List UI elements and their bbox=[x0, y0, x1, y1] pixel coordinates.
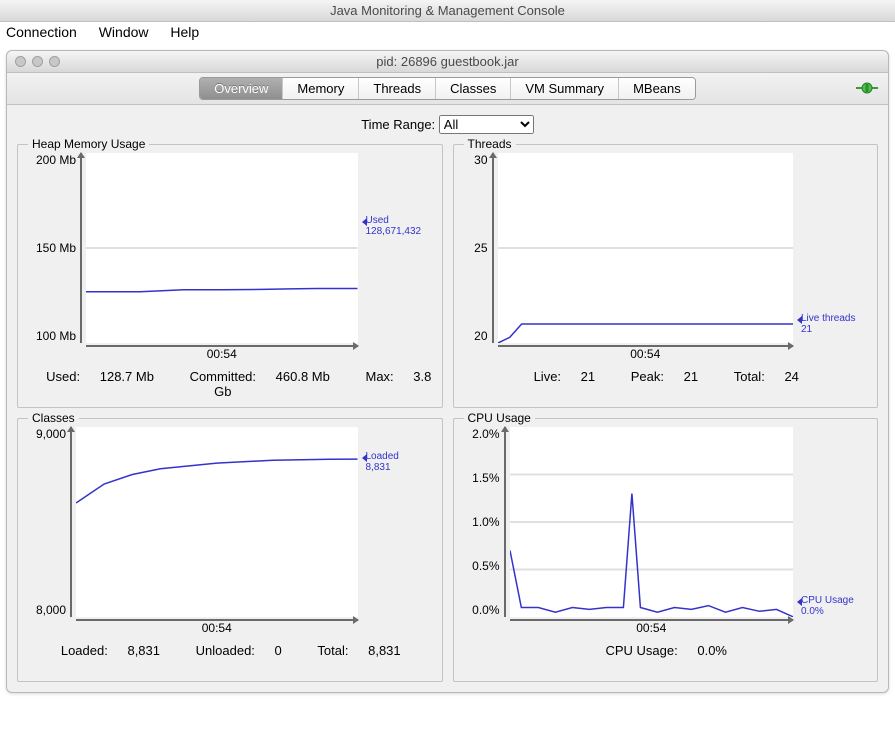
time-range-label: Time Range: bbox=[361, 117, 435, 132]
classes-panel-title: Classes bbox=[28, 411, 79, 425]
connection-window: pid: 26896 guestbook.jar Overview Memory… bbox=[6, 50, 889, 693]
window-minimize-button[interactable] bbox=[32, 56, 43, 67]
heap-legend-value: 128,671,432 bbox=[366, 226, 434, 237]
heap-legend: Used 128,671,432 bbox=[362, 153, 434, 343]
heap-summary: Used: 128.7 Mb Committed: 460.8 Mb Max: … bbox=[28, 361, 434, 399]
classes-legend: Loaded 8,831 bbox=[362, 427, 434, 617]
threads-legend: Live threads 21 bbox=[797, 153, 869, 343]
heap-x-axis: 00:54 bbox=[86, 345, 358, 361]
window-close-button[interactable] bbox=[15, 56, 26, 67]
cpu-legend: CPU Usage 0.0% bbox=[797, 427, 869, 617]
threads-panel-title: Threads bbox=[464, 137, 516, 151]
cpu-panel: CPU Usage 2.0%1.5%1.0%0.5%0.0% bbox=[453, 418, 879, 682]
menu-window[interactable]: Window bbox=[99, 24, 149, 40]
classes-x-axis: 00:54 bbox=[76, 619, 358, 635]
heap-legend-name: Used bbox=[366, 215, 434, 226]
threads-panel: Threads 302520 Live threads 2 bbox=[453, 144, 879, 408]
threads-y-axis: 302520 bbox=[464, 153, 494, 343]
cpu-y-axis: 2.0%1.5%1.0%0.5%0.0% bbox=[464, 427, 506, 617]
threads-legend-value: 21 bbox=[801, 324, 869, 335]
tabbar: Overview Memory Threads Classes VM Summa… bbox=[7, 73, 888, 105]
heap-y-axis: 200 Mb150 Mb100 Mb bbox=[28, 153, 82, 343]
tab-threads[interactable]: Threads bbox=[359, 78, 436, 99]
classes-y-axis: 9,0008,000 bbox=[28, 427, 72, 617]
tab-memory[interactable]: Memory bbox=[283, 78, 359, 99]
menubar: Connection Window Help bbox=[0, 22, 895, 44]
threads-x-axis: 00:54 bbox=[498, 345, 794, 361]
window-title: pid: 26896 guestbook.jar bbox=[376, 54, 518, 69]
time-range-select[interactable]: All bbox=[439, 115, 534, 134]
cpu-legend-value: 0.0% bbox=[801, 606, 869, 617]
connection-status-icon bbox=[856, 80, 878, 96]
menu-connection[interactable]: Connection bbox=[6, 24, 77, 40]
threads-summary: Live: 21 Peak: 21 Total: 24 bbox=[464, 361, 870, 384]
classes-chart[interactable] bbox=[76, 427, 358, 617]
cpu-legend-name: CPU Usage bbox=[801, 595, 869, 606]
classes-legend-name: Loaded bbox=[366, 451, 434, 462]
window-titlebar: pid: 26896 guestbook.jar bbox=[7, 51, 888, 73]
classes-panel: Classes 9,0008,000 Loaded 8,831 bbox=[17, 418, 443, 682]
cpu-x-axis: 00:54 bbox=[510, 619, 794, 635]
tab-overview[interactable]: Overview bbox=[200, 78, 283, 99]
window-zoom-button[interactable] bbox=[49, 56, 60, 67]
tab-vm-summary[interactable]: VM Summary bbox=[511, 78, 619, 99]
heap-panel: Heap Memory Usage 200 Mb150 Mb100 Mb Use… bbox=[17, 144, 443, 408]
menu-help[interactable]: Help bbox=[170, 24, 199, 40]
heap-chart[interactable] bbox=[86, 153, 358, 343]
tab-mbeans[interactable]: MBeans bbox=[619, 78, 695, 99]
classes-summary: Loaded: 8,831 Unloaded: 0 Total: 8,831 bbox=[28, 635, 434, 658]
cpu-panel-title: CPU Usage bbox=[464, 411, 535, 425]
classes-legend-value: 8,831 bbox=[366, 462, 434, 473]
cpu-summary: CPU Usage: 0.0% bbox=[464, 635, 870, 658]
threads-legend-name: Live threads bbox=[801, 313, 869, 324]
cpu-chart[interactable] bbox=[510, 427, 794, 617]
app-title: Java Monitoring & Management Console bbox=[0, 0, 895, 22]
heap-panel-title: Heap Memory Usage bbox=[28, 137, 149, 151]
threads-chart[interactable] bbox=[498, 153, 794, 343]
tab-classes[interactable]: Classes bbox=[436, 78, 511, 99]
